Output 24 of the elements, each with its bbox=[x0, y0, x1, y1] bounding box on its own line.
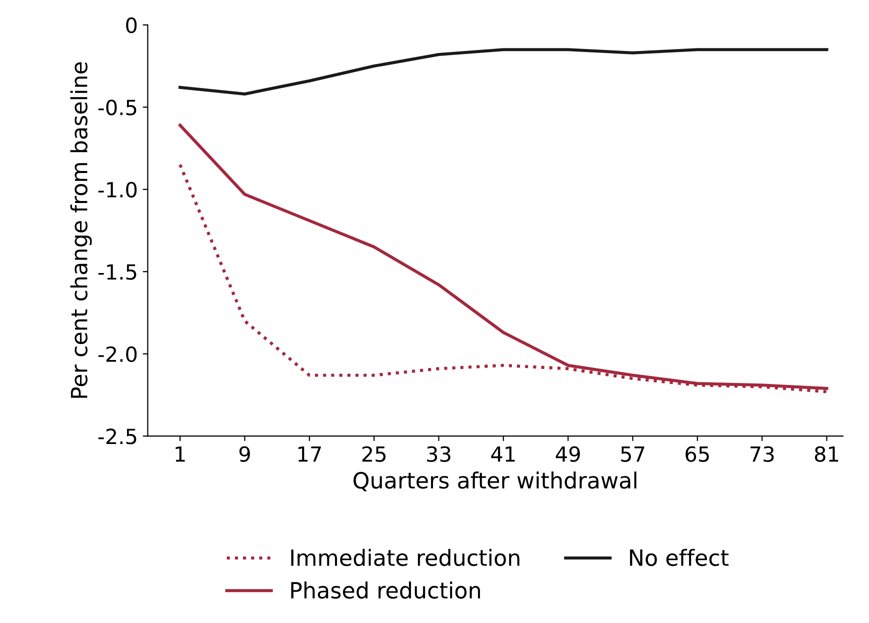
x-tick-label: 57 bbox=[621, 446, 644, 462]
y-tick-label: -0.5 bbox=[98, 100, 136, 116]
y-tick-label: 0 bbox=[126, 17, 137, 34]
y-axis-title: Per cent change from baseline bbox=[70, 62, 92, 398]
x-tick-label: 65 bbox=[686, 446, 709, 462]
y-tick-label: -2.0 bbox=[98, 346, 137, 362]
legend-label: Phased reduction bbox=[291, 581, 480, 599]
x-tick-label: 9 bbox=[239, 446, 250, 462]
y-tick-label: -1.5 bbox=[98, 264, 136, 280]
legend-label: No effect bbox=[630, 548, 729, 566]
x-tick-label: 1 bbox=[176, 446, 185, 462]
x-tick-label: 33 bbox=[427, 446, 450, 462]
x-tick-label: 49 bbox=[556, 446, 580, 462]
line-series bbox=[178, 48, 828, 96]
y-tick-label: -2.5 bbox=[98, 428, 136, 444]
x-axis-title: Quarters after withdrawal bbox=[354, 472, 636, 492]
line-series bbox=[178, 124, 828, 390]
y-tick-label: -1.0 bbox=[98, 182, 137, 198]
x-tick-label: 25 bbox=[362, 446, 386, 462]
x-tick-label: 17 bbox=[298, 446, 321, 462]
x-tick-label: 41 bbox=[491, 446, 515, 462]
legend-label: Immediate reduction bbox=[291, 548, 520, 566]
x-tick-label: 81 bbox=[814, 446, 838, 462]
x-tick-label: 73 bbox=[750, 446, 774, 462]
